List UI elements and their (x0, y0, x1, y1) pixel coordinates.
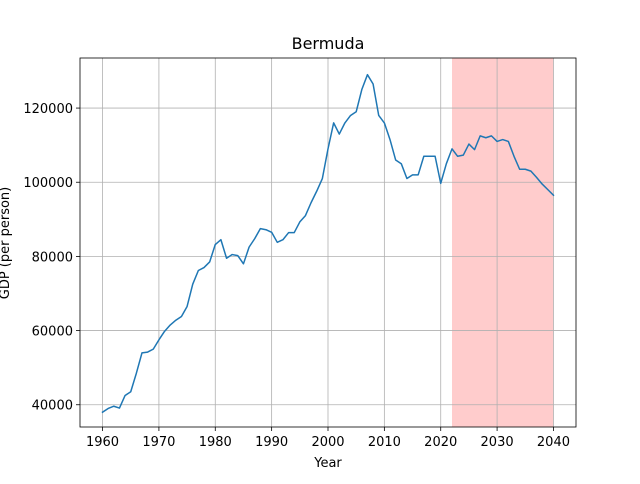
forecast-highlight-layer (452, 58, 554, 427)
x-tick-label: 2010 (368, 435, 401, 450)
y-tick-label: 100000 (23, 176, 73, 191)
forecast-highlight-band (452, 58, 554, 427)
y-tick-label: 80000 (32, 250, 73, 265)
grid-layer (80, 58, 576, 427)
x-tick-label: 1990 (255, 435, 288, 450)
ticks-layer: 1960 1970 1980 1990 2000 2010 2020 2030 2040 4000… (23, 102, 570, 450)
x-tick-label: 2030 (481, 435, 514, 450)
y-tick-label: 60000 (32, 325, 73, 340)
x-tick-label: 2040 (537, 435, 570, 450)
series-layer (101, 73, 555, 414)
chart-title: Bermuda (292, 34, 365, 53)
series-line (101, 73, 555, 414)
x-axis-label: Year (313, 456, 342, 471)
x-tick-label: 2020 (424, 435, 457, 450)
x-tick-label: 1970 (142, 435, 175, 450)
y-axis-label: GDP (per person) (0, 187, 13, 300)
x-tick-label: 1980 (199, 435, 232, 450)
x-tick-label: 1960 (86, 435, 119, 450)
x-tick-label: 2000 (311, 435, 344, 450)
y-tick-label: 120000 (23, 102, 73, 117)
y-tick-label: 40000 (32, 399, 73, 414)
